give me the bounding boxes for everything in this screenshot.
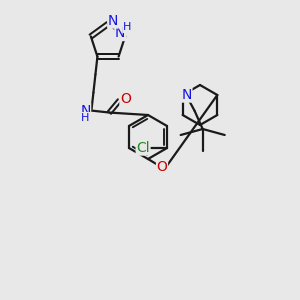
Text: N: N	[115, 26, 125, 40]
Text: Cl: Cl	[136, 141, 150, 155]
Text: N: N	[108, 14, 118, 28]
Text: N: N	[182, 88, 192, 102]
Text: O: O	[157, 160, 167, 174]
Text: H: H	[123, 22, 131, 32]
Text: N: N	[80, 103, 91, 118]
Text: H: H	[81, 112, 90, 123]
Text: O: O	[120, 92, 131, 106]
